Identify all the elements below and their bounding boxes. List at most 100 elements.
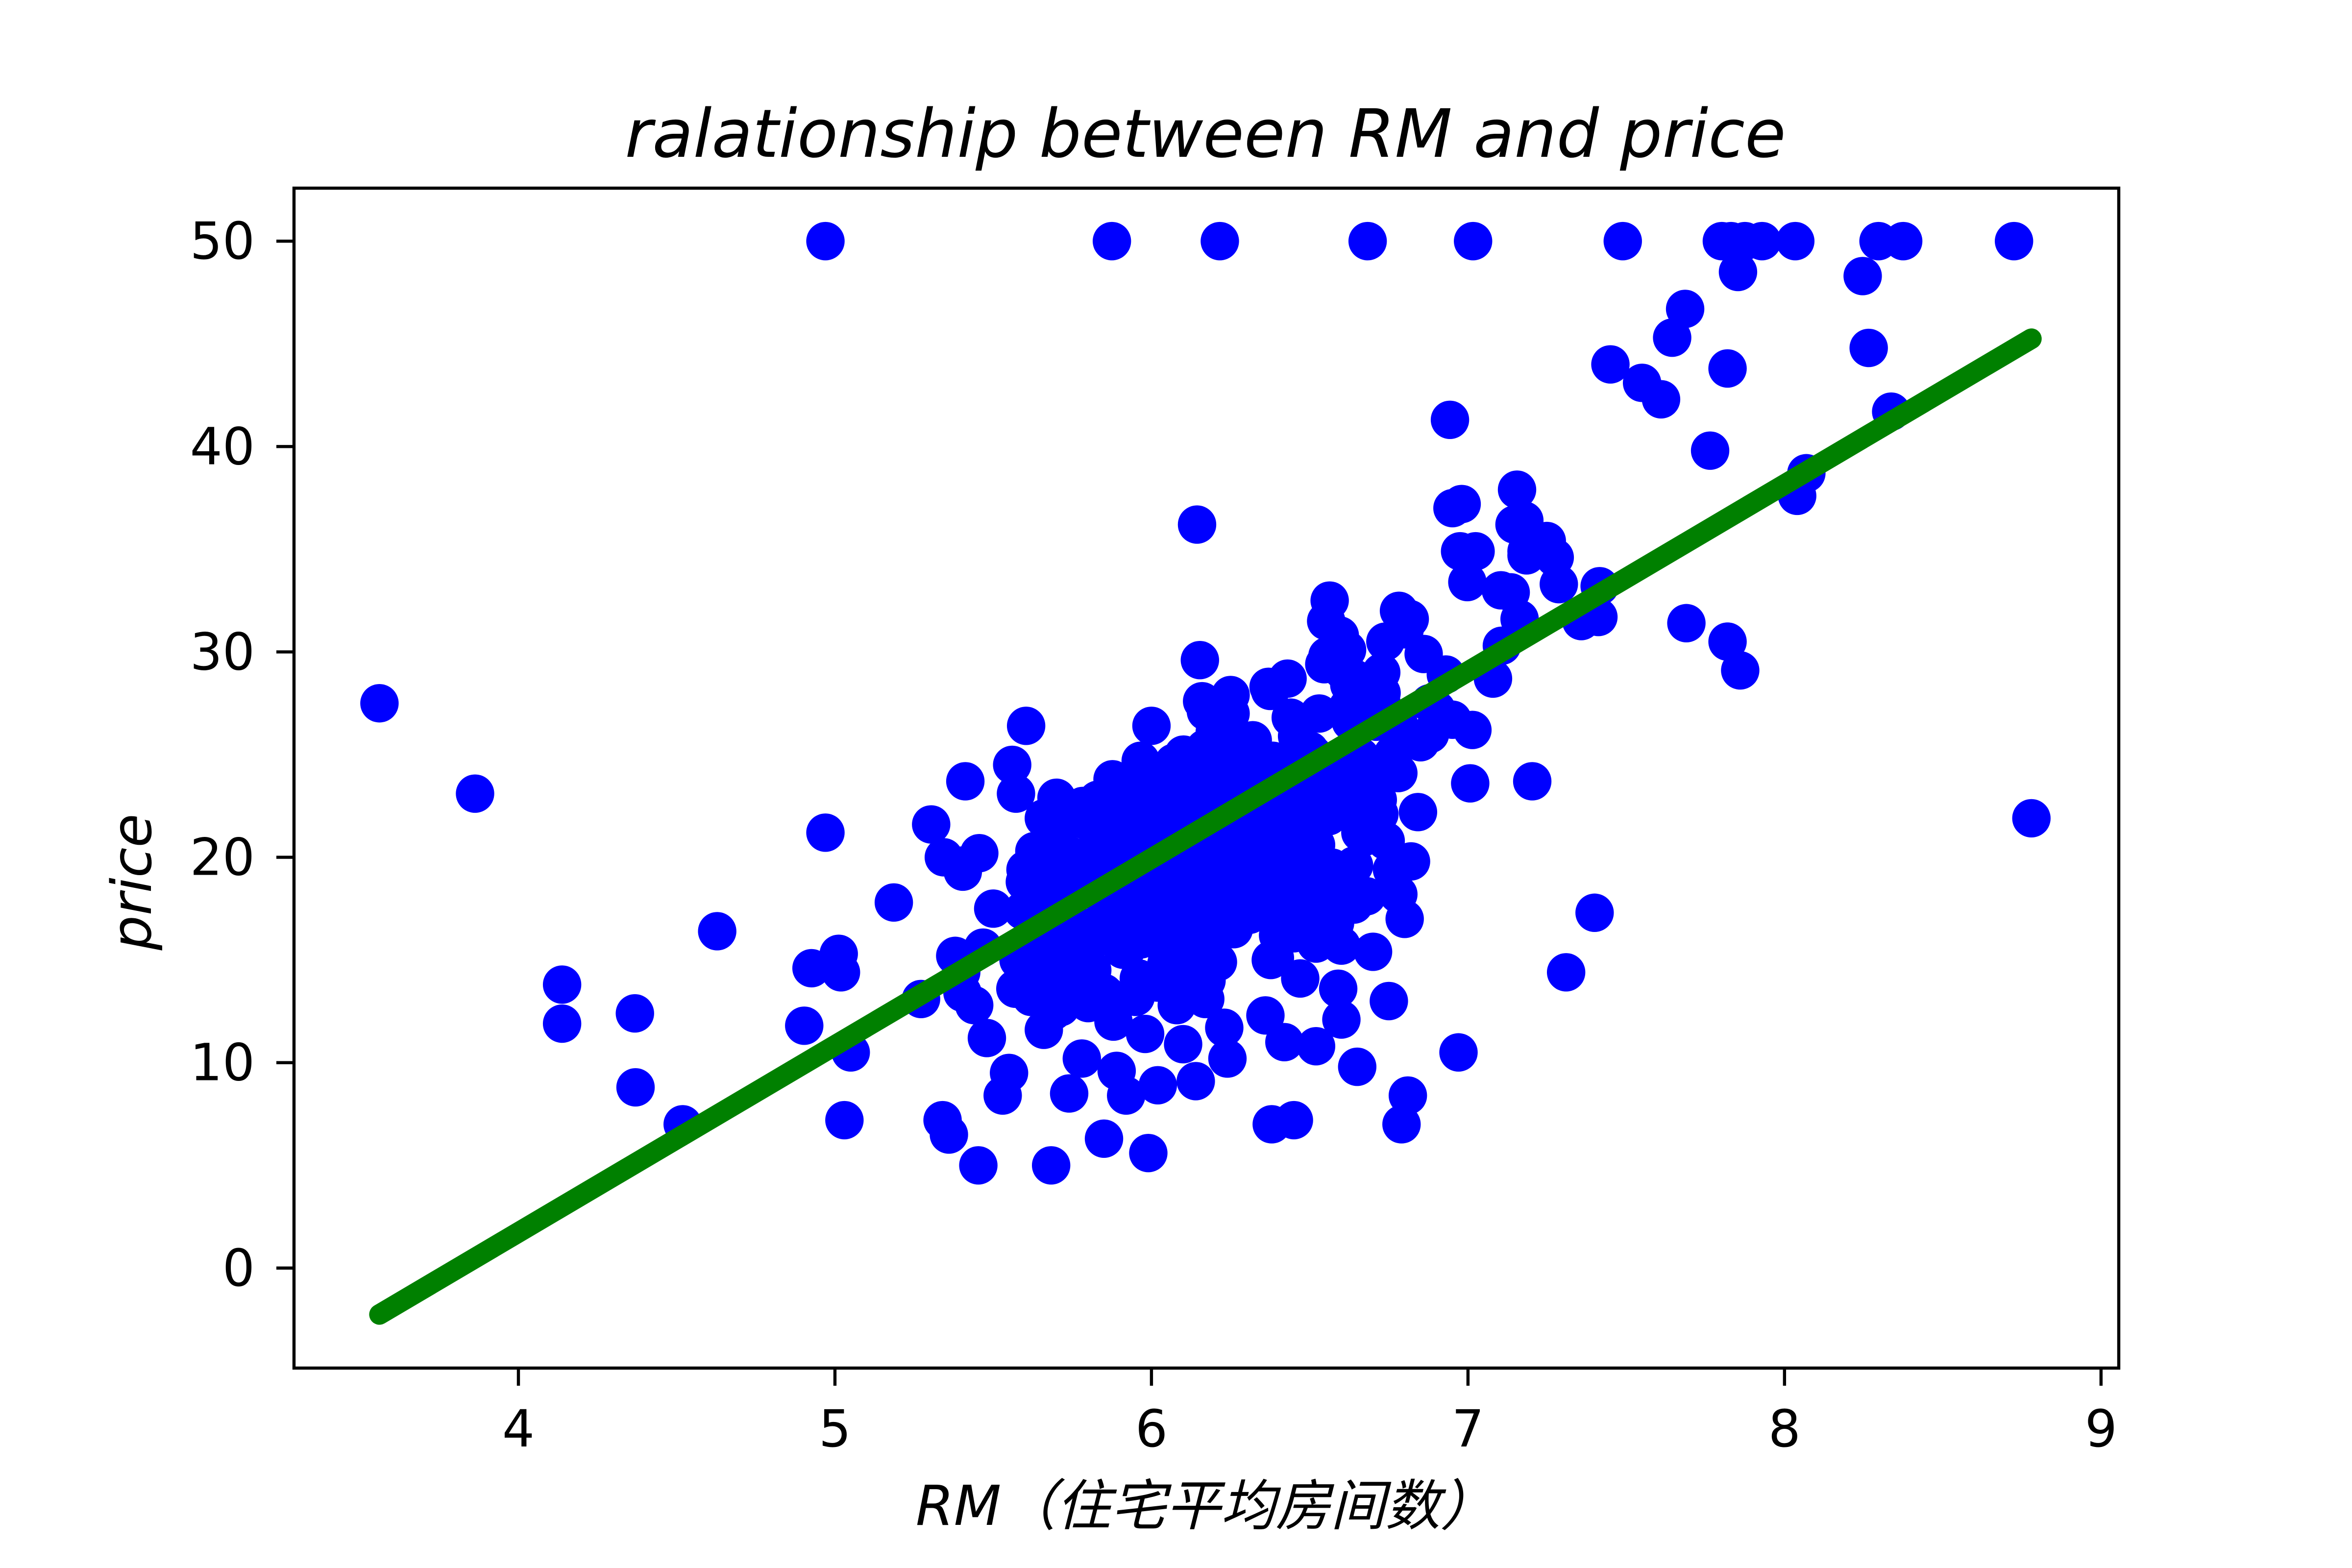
scatter-point	[1005, 862, 1044, 902]
scatter-point	[1348, 221, 1387, 261]
scatter-point	[1037, 778, 1076, 817]
scatter-point	[1385, 610, 1424, 649]
scatter-point	[1411, 714, 1449, 754]
scatter-point	[1591, 345, 1630, 384]
scatter-point	[1708, 622, 1747, 661]
plot-border	[292, 186, 2121, 1370]
scatter-point	[1385, 900, 1424, 938]
scatter-point	[1274, 1101, 1313, 1140]
scatter-point	[1201, 912, 1241, 951]
scatter-point	[1667, 604, 1706, 642]
scatter-point	[1353, 756, 1393, 795]
scatter-point	[806, 221, 845, 261]
scatter-point	[1180, 641, 1219, 680]
x-tick-label: 9	[2085, 1399, 2117, 1459]
scatter-point	[1240, 745, 1278, 784]
scatter-point	[1439, 1033, 1478, 1072]
scatter-point	[1353, 932, 1393, 971]
scatter-point	[1069, 983, 1107, 1023]
scatter-point	[1721, 651, 1760, 690]
scatter-point	[1259, 916, 1298, 955]
scatter-point	[825, 1101, 864, 1140]
scatter-point	[1012, 978, 1051, 1016]
scatter-point	[946, 762, 985, 801]
scatter-point	[1535, 538, 1574, 577]
scatter-point	[1138, 1066, 1177, 1105]
scatter-points-layer	[360, 221, 2051, 1185]
scatter-point	[993, 745, 1031, 784]
scatter-point	[1392, 842, 1430, 881]
scatter-point	[1322, 926, 1361, 965]
scatter-point	[1200, 221, 1239, 261]
scatter-point	[1183, 682, 1222, 721]
scatter-point	[1497, 470, 1537, 509]
scatter-point	[1666, 290, 1705, 328]
scatter-point	[1277, 717, 1317, 756]
scatter-point	[1859, 221, 1898, 261]
scatter-point	[990, 1054, 1029, 1092]
scatter-point	[1362, 653, 1401, 692]
y-tick-label: 40	[190, 416, 255, 476]
scatter-point	[1189, 756, 1228, 795]
y-tick-label: 50	[190, 211, 255, 271]
scatter-point	[1328, 881, 1367, 920]
scatter-point	[1208, 1039, 1247, 1078]
scatter-point	[1297, 1027, 1336, 1066]
scatter-point	[1132, 707, 1171, 745]
scatter-point	[785, 1006, 824, 1045]
scatter-point	[2012, 799, 2051, 838]
scatter-point	[1154, 743, 1193, 782]
scatter-point	[1265, 1023, 1304, 1061]
scatter-point	[1177, 505, 1217, 544]
scatter-point	[1246, 996, 1285, 1035]
scatter-point	[360, 684, 399, 723]
scatter-point	[967, 1019, 1006, 1057]
scatter-point	[1084, 1119, 1124, 1158]
scatter-point	[1097, 1052, 1136, 1090]
scatter-point	[1031, 943, 1070, 981]
scatter-point	[1319, 969, 1358, 1008]
x-tick-label: 4	[502, 1399, 535, 1459]
scatter-point	[1653, 318, 1691, 357]
scatter-point	[1025, 1010, 1063, 1049]
scatter-point	[1388, 1076, 1427, 1115]
scatter-point	[1441, 532, 1479, 571]
scatter-point	[1995, 221, 2034, 261]
scatter-point	[1335, 846, 1373, 885]
scatter-point	[1170, 953, 1209, 992]
scatter-point	[1776, 221, 1815, 261]
scatter-point	[874, 883, 913, 922]
scatter-point	[1062, 1039, 1101, 1078]
scatter-point	[1107, 778, 1146, 817]
scatter-point	[1398, 793, 1438, 832]
scatter-point	[1454, 221, 1493, 261]
scatter-point	[1338, 1047, 1376, 1086]
x-tick-label: 7	[1452, 1399, 1484, 1459]
scatter-point	[1843, 257, 1882, 295]
scatter-point	[997, 774, 1035, 813]
scatter-point	[1195, 712, 1234, 752]
y-tick-label: 0	[222, 1238, 255, 1298]
scatter-point	[1205, 1008, 1244, 1047]
scatter-point	[912, 805, 951, 844]
scatter-point	[1164, 1025, 1202, 1064]
scatter-point	[1546, 953, 1586, 992]
scatter-point	[1430, 400, 1470, 439]
scatter-point	[1015, 832, 1054, 871]
scatter-point	[1448, 563, 1487, 602]
scatter-point	[1129, 1133, 1168, 1173]
scatter-point	[943, 852, 982, 891]
scatter-point	[1078, 781, 1117, 819]
scatter-point	[1690, 431, 1730, 470]
scatter-point	[1297, 826, 1336, 864]
y-axis-label: price	[100, 814, 164, 951]
x-tick-label: 5	[819, 1399, 851, 1459]
scatter-point	[1505, 501, 1544, 540]
scatter-point	[1176, 1062, 1215, 1101]
scatter-point	[1249, 667, 1288, 706]
scatter-point	[616, 1068, 655, 1107]
scatter-point	[1433, 489, 1472, 528]
scatter-point	[1575, 893, 1614, 932]
scatter-point	[698, 912, 736, 951]
